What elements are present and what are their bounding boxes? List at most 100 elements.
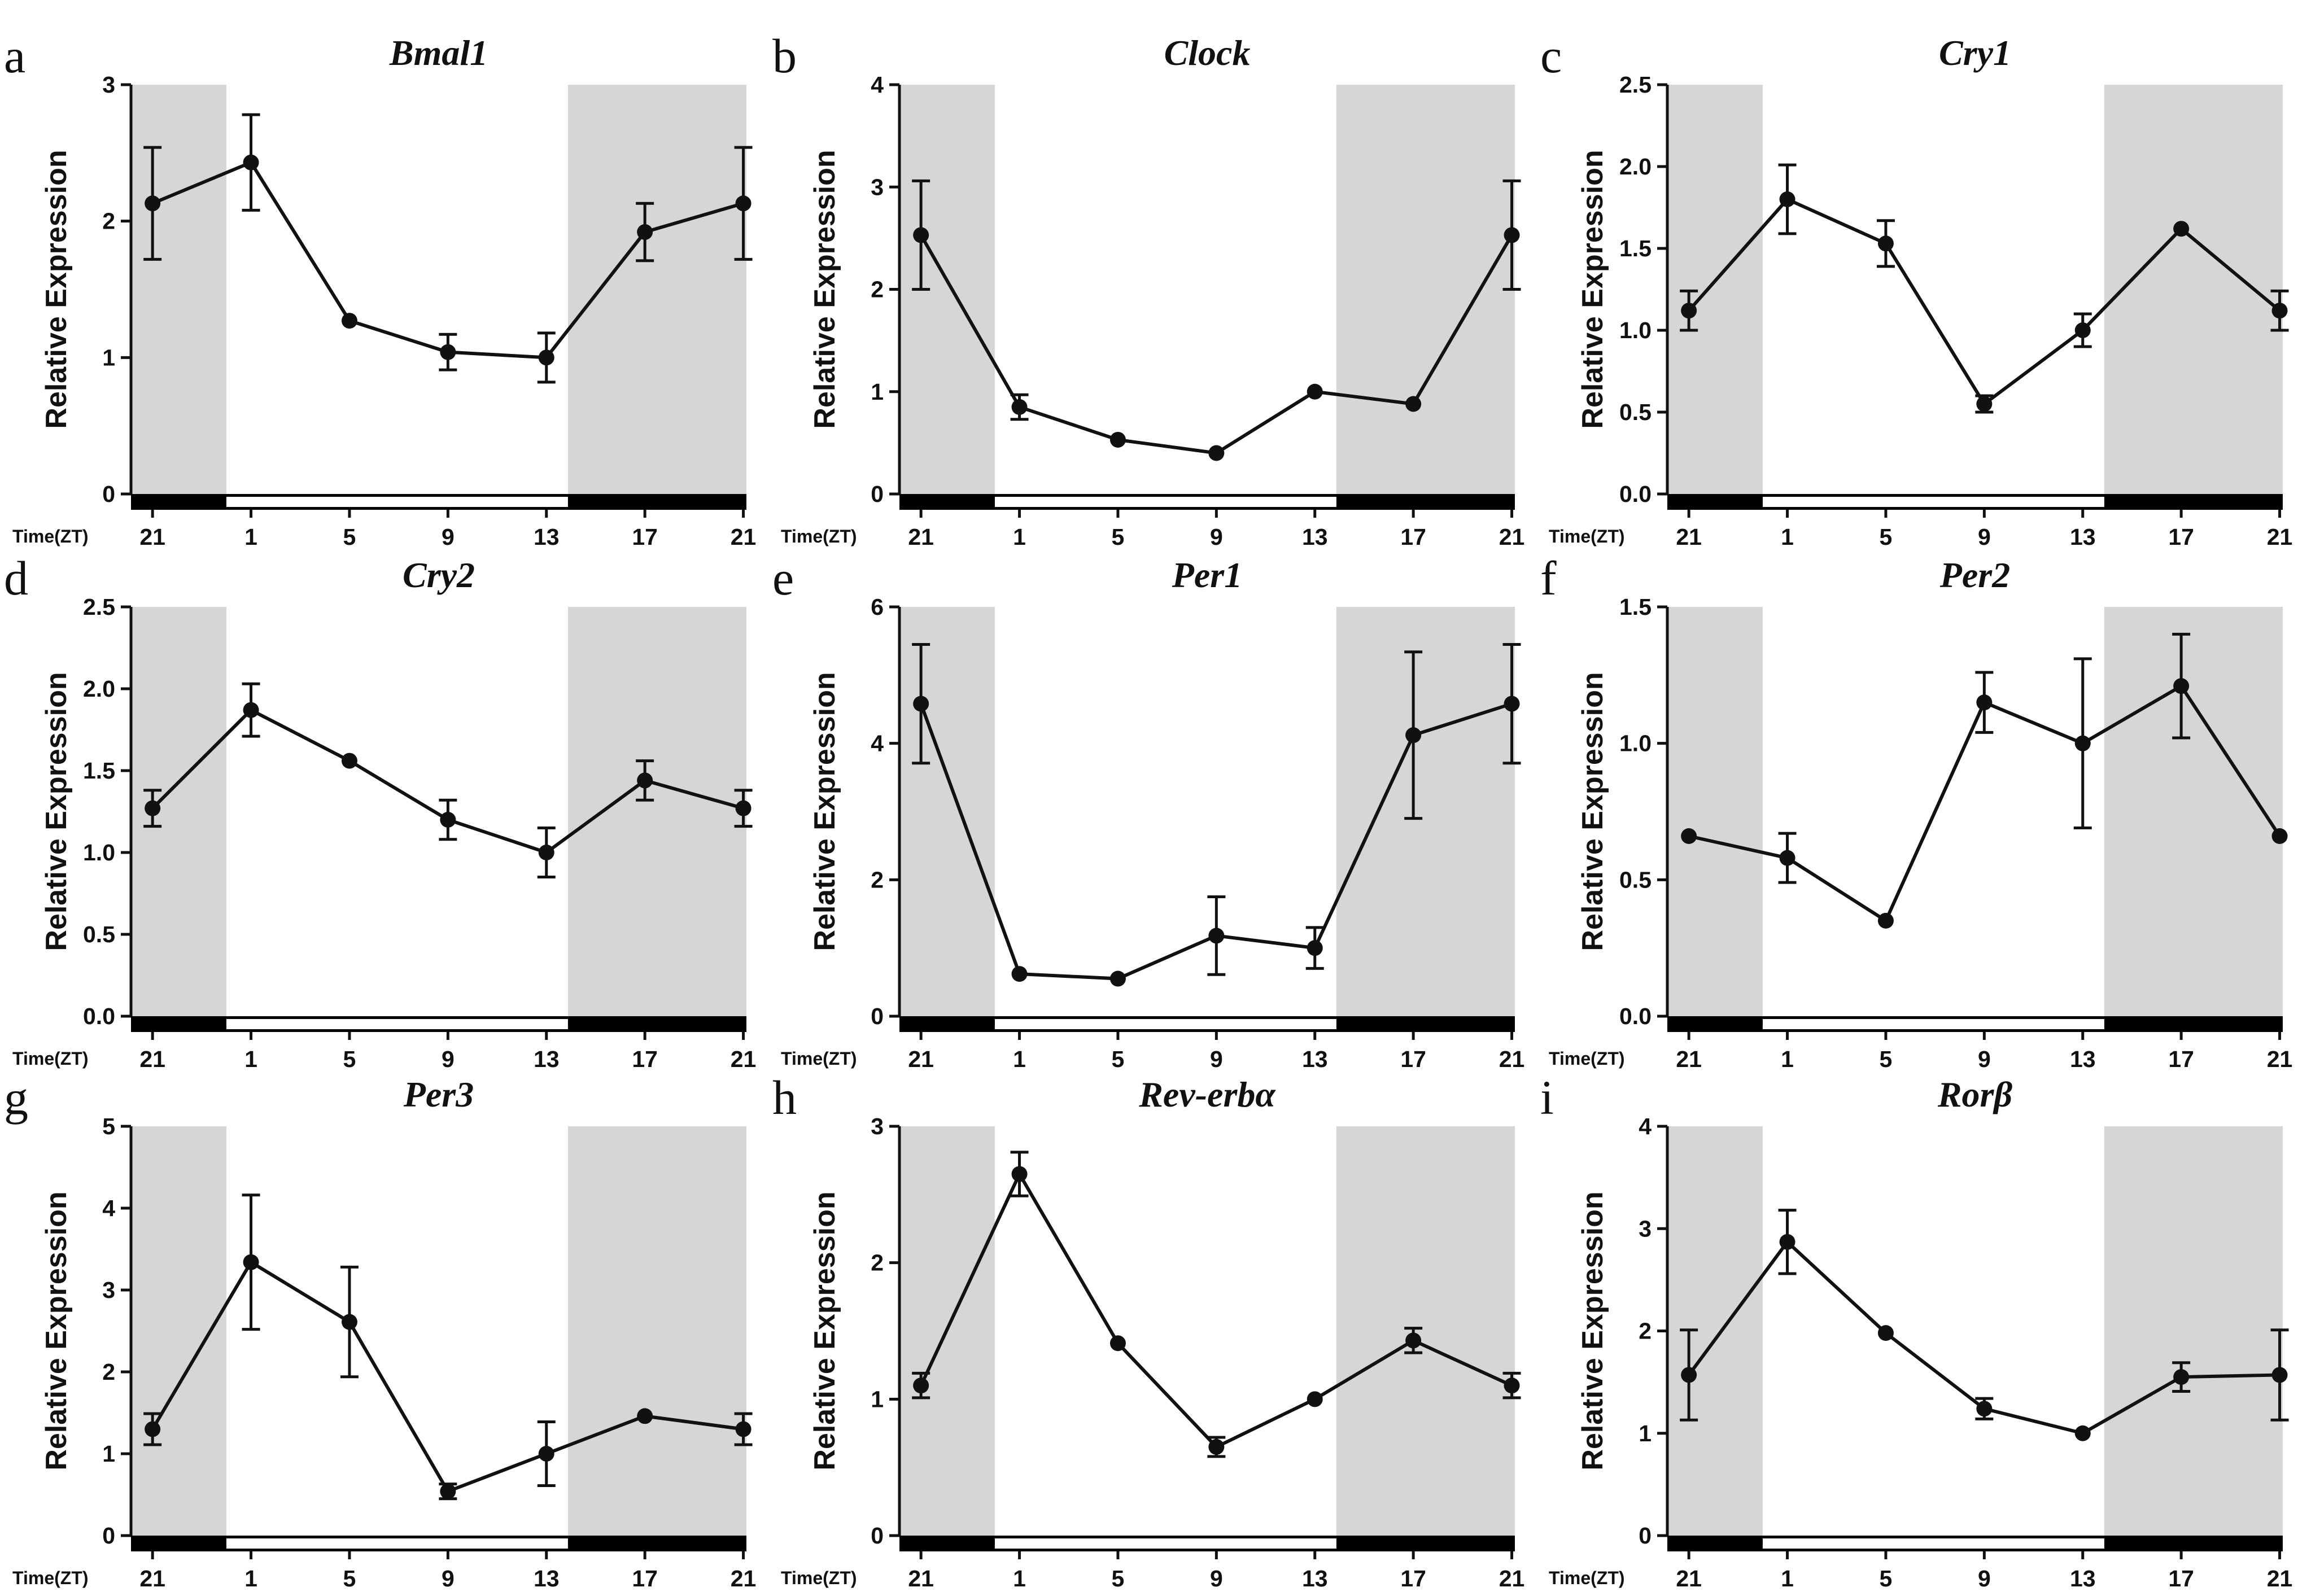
data-point — [1011, 1166, 1028, 1182]
dark-phase-shade — [1336, 607, 1515, 1016]
x-tick-label: 9 — [1978, 1566, 1991, 1591]
data-point — [1779, 191, 1795, 207]
y-axis-label: Relative Expression — [809, 150, 841, 428]
dark-phase-shade — [567, 607, 746, 1016]
chart-title: Per2 — [1939, 555, 2010, 595]
x-tick-label: 9 — [442, 1046, 455, 1072]
x-tick-label: 21 — [2267, 1566, 2293, 1591]
data-point — [2074, 735, 2091, 751]
y-tick-label: 4 — [1639, 1113, 1652, 1139]
light-phase-bar — [226, 1019, 568, 1029]
y-axis-label: Relative Expression — [40, 150, 73, 428]
y-tick-label: 1 — [102, 344, 115, 370]
x-tick-label: 5 — [343, 524, 356, 550]
y-tick-label: 1.0 — [83, 839, 115, 865]
data-point — [1405, 396, 1422, 412]
chart-title: Cry2 — [403, 555, 475, 595]
x-tick-label: 21 — [2267, 1046, 2293, 1072]
x-tick-label: 9 — [1210, 1046, 1223, 1072]
x-tick-label: 1 — [1781, 524, 1794, 550]
y-tick-label: 0 — [871, 1523, 884, 1549]
x-tick-label: 13 — [1302, 1046, 1328, 1072]
time-axis-label: Time(ZT) — [1549, 1048, 1625, 1069]
data-point — [1405, 1332, 1422, 1349]
data-point — [2074, 322, 2091, 338]
data-point — [1208, 928, 1225, 944]
dark-phase-shade — [1667, 85, 1763, 494]
chart-title: Rev-erbα — [1138, 1074, 1276, 1114]
x-tick-label: 21 — [1676, 524, 1702, 550]
x-tick-label: 17 — [1400, 1046, 1426, 1072]
x-tick-label: 1 — [1781, 1046, 1794, 1072]
x-tick-label: 5 — [1880, 1046, 1893, 1072]
x-tick-label: 21 — [2267, 524, 2293, 550]
panel-letter: c — [1540, 29, 1562, 83]
x-tick-label: 5 — [1112, 524, 1125, 550]
x-tick-label: 13 — [534, 524, 560, 550]
data-point — [1307, 940, 1323, 956]
chart-title: Per3 — [403, 1074, 474, 1114]
data-point — [440, 812, 456, 828]
y-tick-label: 4 — [871, 72, 884, 98]
light-phase-bar — [994, 1019, 1336, 1029]
y-tick-label: 2 — [1639, 1318, 1652, 1344]
y-tick-label: 3 — [102, 1277, 115, 1303]
chart-title: Per1 — [1172, 555, 1242, 595]
x-tick-label: 13 — [1302, 1566, 1328, 1591]
y-tick-label: 2.5 — [1619, 72, 1652, 98]
data-point — [1011, 966, 1028, 982]
dark-phase-shade — [1336, 1126, 1515, 1536]
data-point — [440, 344, 456, 360]
light-phase-bar — [994, 497, 1336, 507]
y-axis-label: Relative Expression — [1576, 1191, 1609, 1470]
y-tick-label: 1.5 — [1619, 235, 1652, 261]
data-point — [1109, 970, 1126, 987]
x-tick-label: 5 — [343, 1046, 356, 1072]
time-axis-label: Time(ZT) — [1549, 1568, 1625, 1588]
y-tick-label: 3 — [871, 174, 884, 200]
x-tick-label: 5 — [1112, 1046, 1125, 1072]
y-tick-label: 1.0 — [1619, 731, 1652, 757]
light-phase-bar — [226, 497, 568, 507]
panel-f: 0.00.51.01.521 1 5 9 13 17 21Time(ZT)Relative … — [1540, 551, 2292, 1072]
x-tick-label: 21 — [731, 524, 757, 550]
x-tick-label: 21 — [908, 1046, 934, 1072]
time-axis-label: Time(ZT) — [12, 526, 89, 546]
data-point — [2271, 303, 2288, 319]
data-point — [1307, 383, 1323, 400]
panel-letter: g — [4, 1070, 28, 1125]
x-tick-label: 17 — [2168, 1566, 2194, 1591]
panel-d: 0.00.51.01.52.02.521 1 5 9 13 17 21Time(ZT)Rel… — [4, 551, 756, 1072]
y-tick-label: 1.5 — [1619, 594, 1652, 620]
x-tick-label: 1 — [1781, 1566, 1794, 1591]
data-point — [145, 195, 161, 212]
x-tick-label: 21 — [1499, 524, 1525, 550]
dark-phase-shade — [131, 607, 226, 1016]
panel-letter: d — [4, 551, 28, 605]
light-phase-bar — [994, 1538, 1336, 1549]
x-tick-label: 9 — [1978, 524, 1991, 550]
x-tick-label: 13 — [2070, 524, 2096, 550]
x-tick-label: 21 — [1676, 1566, 1702, 1591]
data-point — [1681, 1367, 1697, 1383]
data-point — [145, 1421, 161, 1437]
data-point — [1779, 1234, 1795, 1250]
dark-phase-shade — [899, 607, 995, 1016]
data-point — [735, 1421, 752, 1437]
x-tick-label: 21 — [731, 1046, 757, 1072]
dark-phase-shade — [131, 85, 226, 494]
x-tick-label: 17 — [632, 1046, 658, 1072]
data-point — [2173, 221, 2190, 237]
y-tick-label: 2 — [102, 208, 115, 234]
time-axis-label: Time(ZT) — [12, 1048, 89, 1069]
x-tick-label: 17 — [2168, 1046, 2194, 1072]
data-point — [1779, 850, 1795, 866]
data-point — [145, 800, 161, 816]
x-tick-label: 21 — [731, 1566, 757, 1591]
time-axis-label: Time(ZT) — [12, 1568, 89, 1588]
y-tick-label: 2.0 — [83, 676, 115, 702]
